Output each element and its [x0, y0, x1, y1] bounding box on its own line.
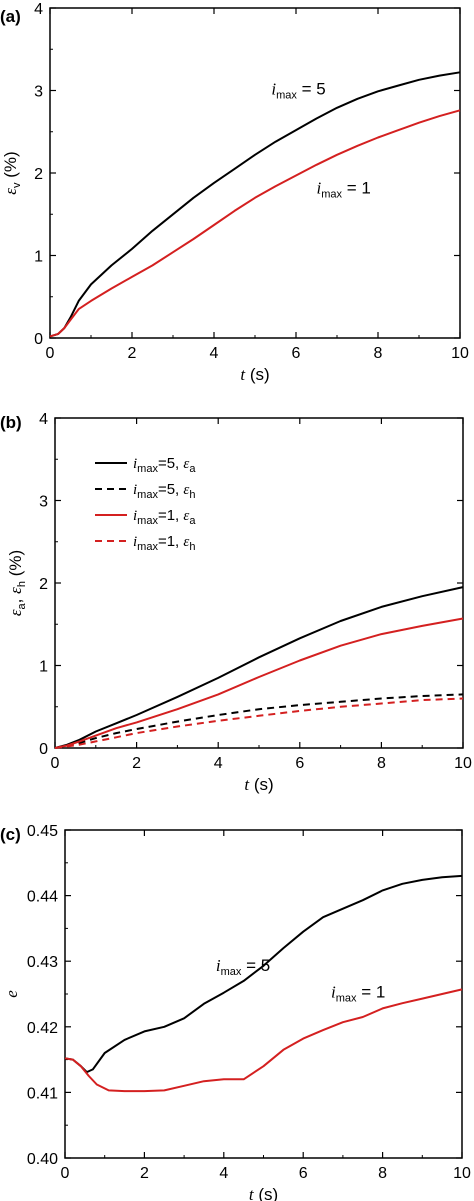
y-tick-label: 0.44 [27, 889, 58, 906]
x-tick-label: 10 [451, 345, 469, 362]
plot-frame [64, 829, 463, 1159]
y-tick-label: 0 [34, 331, 43, 348]
series-annotation-1: imax = 1 [331, 982, 385, 1004]
panel-0: (a) 0 2 4 6 8 10 0 1 2 3 4 t (s) εv (%) imax = 5 imax =… [0, 1, 469, 384]
y-tick-label: 0.43 [27, 954, 58, 971]
y-tick-label: 2 [39, 576, 48, 593]
x-tick-label: 0 [51, 755, 60, 772]
panel-label: (c) [0, 825, 21, 844]
series-annotation-0: imax = 5 [216, 956, 270, 978]
series-line-2 [54, 617, 464, 749]
x-tick-label: 2 [140, 1165, 149, 1182]
x-tick-label: 6 [295, 755, 304, 772]
legend-label-1: imax=5, εh [133, 481, 195, 501]
y-tick-label: 1 [34, 249, 43, 266]
y-tick-label: 0.42 [27, 1020, 58, 1037]
x-tick-label: 4 [214, 755, 223, 772]
x-tick-label: 6 [299, 1165, 308, 1182]
y-tick-label: 0.41 [27, 1085, 58, 1102]
x-axis-title: t (s) [249, 1185, 278, 1201]
y-tick-label: 0.45 [27, 823, 58, 840]
legend-label-2: imax=1, εa [133, 507, 196, 527]
legend: imax=5, εa imax=5, εh imax=1, εa imax=1, εh [95, 455, 196, 553]
y-tick-label: 4 [34, 1, 43, 18]
panel-1: (b) 0 2 4 6 8 10 0 1 2 3 4 t (s) εa, εh (%) imax=5, εa… [0, 411, 472, 794]
x-tick-label: 0 [46, 345, 55, 362]
series-annotation-0: imax = 5 [271, 80, 325, 102]
series-line-1 [54, 693, 464, 749]
panel-2: (c) 0 2 4 6 8 10 0.40 0.41 0.42 0.43 0.44 0.45 t (s) e… [0, 823, 471, 1201]
series-line-0 [64, 874, 463, 1074]
y-tick-label: 0.40 [27, 1151, 58, 1168]
plot-frame [54, 417, 464, 749]
series-line-0 [49, 71, 461, 338]
x-tick-label: 10 [453, 1165, 471, 1182]
x-tick-label: 6 [292, 345, 301, 362]
series-line-1 [64, 988, 463, 1093]
legend-label-3: imax=1, εh [133, 533, 195, 553]
x-tick-label: 2 [128, 345, 137, 362]
y-tick-label: 4 [39, 411, 48, 428]
y-tick-label: 2 [34, 166, 43, 183]
x-tick-label: 4 [219, 1165, 228, 1182]
y-axis-title: εa, εh (%) [6, 550, 28, 616]
x-axis-title: t (s) [240, 365, 269, 384]
x-tick-label: 0 [61, 1165, 70, 1182]
y-tick-label: 0 [39, 741, 48, 758]
x-tick-label: 8 [378, 1165, 387, 1182]
y-tick-label: 3 [34, 84, 43, 101]
panel-label: (a) [0, 7, 21, 26]
y-axis-title: e [2, 990, 21, 998]
x-tick-label: 4 [210, 345, 219, 362]
x-tick-label: 2 [132, 755, 141, 772]
y-tick-label: 1 [39, 659, 48, 676]
x-tick-label: 8 [377, 755, 386, 772]
series-line-3 [54, 697, 464, 749]
x-tick-label: 10 [454, 755, 472, 772]
series-line-0 [54, 586, 464, 749]
x-tick-label: 8 [374, 345, 383, 362]
panel-label: (b) [0, 413, 22, 432]
y-axis-title: εv (%) [1, 151, 23, 194]
x-axis-title: t (s) [244, 775, 273, 794]
y-tick-label: 3 [39, 494, 48, 511]
series-line-1 [49, 109, 461, 338]
series-annotation-1: imax = 1 [317, 179, 371, 201]
legend-label-0: imax=5, εa [133, 455, 196, 475]
